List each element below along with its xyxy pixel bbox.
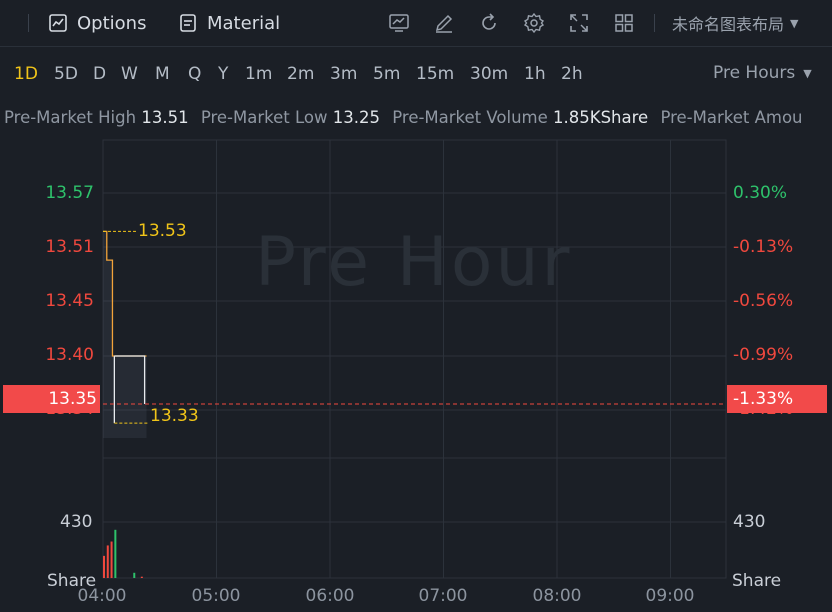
options-button[interactable]: Options — [48, 10, 146, 36]
left-axis-label: 13.57 — [45, 183, 94, 203]
time-axis-label: 09:00 — [645, 586, 695, 606]
amount-label: Pre-Market Amou — [660, 108, 803, 127]
volume-bar — [133, 572, 136, 578]
time-axis-label: 05:00 — [191, 586, 241, 606]
divider — [654, 14, 655, 32]
chart-options-icon — [49, 14, 67, 32]
material-button[interactable]: Material — [178, 10, 280, 36]
left-axis-label: 13.40 — [45, 345, 94, 365]
expand-icon — [570, 14, 588, 32]
top-toolbar: Options Material 未命名图表布局 ▼ — [0, 0, 832, 47]
period-1d[interactable]: 1D — [14, 64, 38, 84]
document-icon — [180, 14, 196, 32]
material-label: Material — [207, 12, 281, 34]
period-y[interactable]: Y — [218, 64, 229, 84]
refresh-icon — [482, 13, 496, 30]
current-change-tag: -1.33% — [727, 385, 827, 413]
volume-bar — [140, 576, 143, 578]
premarket-info-bar: Pre-Market High 13.51 Pre-Market Low 13.… — [0, 105, 832, 133]
time-axis-label: 06:00 — [305, 586, 355, 606]
gear-icon — [523, 12, 545, 34]
low-value: 13.25 — [332, 108, 380, 127]
volume-bars — [103, 529, 143, 578]
current-price-tag: 13.35 — [3, 385, 100, 413]
right-axis-label: -0.13% — [733, 237, 794, 257]
price-series — [103, 230, 147, 438]
high-label: Pre-Market High — [4, 108, 137, 127]
right-axis-label: -0.56% — [733, 291, 794, 311]
period-3m[interactable]: 3m — [330, 64, 358, 84]
volume-unit-label: Share — [732, 571, 782, 591]
caret-down-icon: ▼ — [790, 16, 799, 30]
period-5m[interactable]: 5m — [373, 64, 401, 84]
high-value: 13.51 — [141, 108, 189, 127]
period-2m[interactable]: 2m — [287, 64, 315, 84]
right-axis-label: -0.99% — [733, 345, 794, 365]
draw-button[interactable] — [432, 11, 456, 35]
period-bar: 1D 5D D W M Q Y 1m 2m 3m 5m 15m 30m 1h 2… — [0, 60, 832, 90]
divider — [28, 14, 29, 32]
low-label: Pre-Market Low — [200, 108, 328, 127]
chart-grid — [102, 139, 727, 579]
price-markers — [103, 230, 726, 424]
caret-down-icon: ▼ — [803, 66, 812, 80]
indicator-button[interactable] — [387, 11, 411, 35]
time-axis-label: 04:00 — [77, 586, 127, 606]
settings-button[interactable] — [522, 11, 546, 35]
grid-icon — [615, 14, 633, 32]
left-axis-label: 13.45 — [45, 291, 94, 311]
options-label: Options — [77, 12, 147, 34]
high-marker-label: 13.53 — [138, 221, 187, 241]
session-selector[interactable]: Pre Hours ▼ — [713, 63, 812, 83]
volume-label: Pre-Market Volume — [392, 108, 548, 127]
layout-selector[interactable]: 未命名图表布局 ▼ — [672, 11, 798, 35]
layout-name-label: 未命名图表布局 — [672, 15, 785, 34]
volume-bar — [110, 541, 113, 578]
period-m[interactable]: M — [155, 64, 170, 84]
watermark: Pre Hour — [255, 223, 573, 302]
period-q[interactable]: Q — [188, 64, 202, 84]
left-axis-label: 13.51 — [45, 237, 94, 257]
volume-bar — [106, 545, 109, 578]
price-chart[interactable]: Pre Hour 13.57 13.51 13.45 13.40 13.34 0… — [0, 133, 832, 612]
volume-axis-label: 430 — [60, 512, 93, 532]
period-2h[interactable]: 2h — [561, 64, 583, 84]
period-15m[interactable]: 15m — [416, 64, 455, 84]
chart-screen-icon — [389, 14, 409, 32]
price-range-line — [113, 355, 146, 424]
right-axis-label: 0.30% — [733, 183, 788, 203]
volume-axis-label: 430 — [733, 512, 766, 532]
volume-bar — [103, 555, 105, 578]
period-5d[interactable]: 5D — [54, 64, 78, 84]
period-d[interactable]: D — [93, 64, 107, 84]
plot-frame — [102, 139, 727, 579]
volume-bar — [114, 529, 117, 578]
period-1m[interactable]: 1m — [245, 64, 273, 84]
reset-button[interactable] — [477, 11, 501, 35]
time-axis-label: 07:00 — [418, 586, 468, 606]
session-label: Pre Hours — [713, 63, 796, 83]
time-axis-label: 08:00 — [532, 586, 582, 606]
period-30m[interactable]: 30m — [470, 64, 509, 84]
volume-value: 1.85KShare — [553, 108, 649, 127]
layout-button[interactable] — [612, 11, 636, 35]
price-area — [103, 231, 147, 438]
period-1h[interactable]: 1h — [524, 64, 546, 84]
volume-unit-label: Share — [47, 571, 97, 591]
fullscreen-button[interactable] — [567, 11, 591, 35]
pencil-icon — [435, 14, 453, 33]
low-marker-label: 13.33 — [150, 406, 199, 426]
chart-canvas — [102, 139, 727, 579]
period-w[interactable]: W — [121, 64, 138, 84]
